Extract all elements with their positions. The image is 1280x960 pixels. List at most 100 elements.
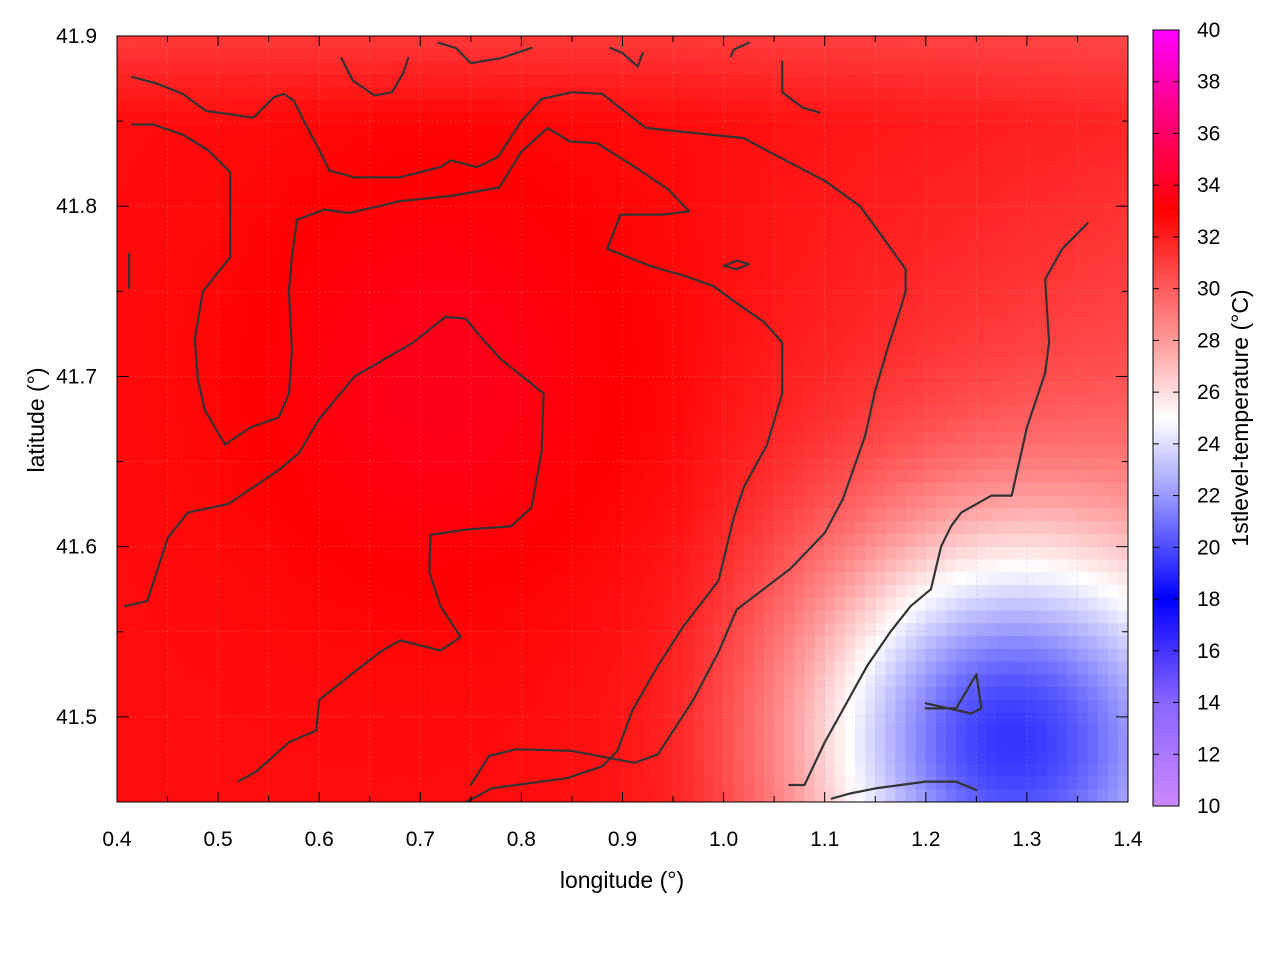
heatmap-cell bbox=[925, 750, 937, 765]
heatmap-cell bbox=[309, 699, 320, 714]
heatmap-cell bbox=[187, 597, 199, 612]
heatmap-cell bbox=[875, 763, 886, 778]
heatmap-cell bbox=[207, 278, 219, 292]
heatmap-cell bbox=[764, 74, 775, 88]
heatmap-cell bbox=[501, 380, 512, 395]
heatmap-cell bbox=[147, 648, 159, 663]
heatmap-cell bbox=[713, 687, 725, 701]
heatmap-cell bbox=[319, 597, 330, 612]
heatmap-cell bbox=[248, 521, 260, 535]
heatmap-cell bbox=[824, 87, 836, 101]
heatmap-cell bbox=[177, 661, 189, 675]
heatmap-cell bbox=[117, 253, 128, 267]
heatmap-cell bbox=[582, 316, 593, 331]
heatmap-cell bbox=[127, 750, 138, 765]
heatmap-cell bbox=[197, 584, 209, 599]
heatmap-cell bbox=[784, 431, 795, 446]
heatmap-cell bbox=[561, 559, 573, 573]
heatmap-cell bbox=[278, 150, 290, 165]
heatmap-cell bbox=[339, 712, 351, 726]
heatmap-cell bbox=[571, 99, 583, 114]
heatmap-cell bbox=[137, 355, 148, 369]
heatmap-cell bbox=[551, 712, 563, 726]
heatmap-cell bbox=[309, 406, 320, 420]
heatmap-cell bbox=[470, 278, 482, 292]
heatmap-cell bbox=[147, 265, 159, 280]
heatmap-cell bbox=[774, 584, 785, 599]
heatmap-cell bbox=[137, 763, 148, 778]
heatmap-cell bbox=[379, 482, 391, 497]
heatmap-cell bbox=[642, 367, 654, 382]
heatmap-cell bbox=[935, 610, 947, 624]
heatmap-cell bbox=[632, 572, 644, 586]
heatmap-cell bbox=[389, 253, 401, 267]
heatmap-cell bbox=[410, 725, 421, 739]
heatmap-cell bbox=[369, 393, 381, 407]
heatmap-cell bbox=[389, 738, 401, 752]
heatmap-cell bbox=[197, 597, 209, 612]
heatmap-cell bbox=[187, 291, 199, 305]
heatmap-cell bbox=[501, 393, 512, 407]
heatmap-cell bbox=[652, 278, 664, 292]
heatmap-cell bbox=[157, 623, 169, 637]
heatmap-cell bbox=[147, 291, 159, 305]
heatmap-cell bbox=[258, 355, 270, 369]
heatmap-cell bbox=[410, 112, 421, 126]
heatmap-cell bbox=[238, 444, 250, 458]
heatmap-cell bbox=[582, 329, 593, 343]
heatmap-cell bbox=[511, 546, 522, 561]
heatmap-cell bbox=[400, 559, 411, 573]
heatmap-cell bbox=[602, 636, 613, 650]
heatmap-cell bbox=[713, 278, 725, 292]
heatmap-cell bbox=[865, 521, 876, 535]
heatmap-cell bbox=[844, 789, 856, 802]
heatmap-cell bbox=[501, 750, 512, 765]
heatmap-cell bbox=[865, 776, 876, 790]
heatmap-cell bbox=[561, 470, 573, 484]
heatmap-cell bbox=[602, 278, 613, 292]
heatmap-cell bbox=[218, 329, 229, 343]
heatmap-cell bbox=[693, 393, 704, 407]
heatmap-cell bbox=[824, 648, 836, 663]
heatmap-cell bbox=[541, 214, 553, 229]
heatmap-cell bbox=[925, 738, 937, 752]
heatmap-cell bbox=[541, 738, 553, 752]
heatmap-cell bbox=[885, 584, 897, 599]
heatmap-cell bbox=[309, 138, 320, 152]
heatmap-cell bbox=[642, 87, 654, 101]
heatmap-cell bbox=[642, 36, 654, 50]
heatmap-cell bbox=[127, 584, 138, 599]
heatmap-cell bbox=[389, 584, 401, 599]
heatmap-cell bbox=[238, 74, 250, 88]
heatmap-cell bbox=[784, 304, 795, 318]
heatmap-cell bbox=[571, 482, 583, 497]
heatmap-cell bbox=[915, 163, 927, 178]
heatmap-cell bbox=[309, 674, 320, 688]
heatmap-cell bbox=[541, 189, 553, 203]
heatmap-cell bbox=[814, 48, 826, 63]
heatmap-cell bbox=[895, 457, 907, 471]
heatmap-cell bbox=[521, 367, 533, 382]
heatmap-cell bbox=[804, 329, 816, 343]
heatmap-cell bbox=[551, 763, 563, 778]
heatmap-cell bbox=[905, 253, 917, 267]
heatmap-cell bbox=[268, 253, 280, 267]
heatmap-cell bbox=[379, 495, 391, 509]
heatmap-cell bbox=[127, 457, 138, 471]
heatmap-cell bbox=[369, 521, 381, 535]
heatmap-cell bbox=[753, 712, 765, 726]
heatmap-cell bbox=[703, 674, 715, 688]
heatmap-cell bbox=[248, 559, 260, 573]
heatmap-cell bbox=[915, 457, 927, 471]
heatmap-cell bbox=[561, 584, 573, 599]
heatmap-cell bbox=[440, 125, 452, 139]
heatmap-cell bbox=[571, 750, 583, 765]
heatmap-cell bbox=[834, 189, 846, 203]
heatmap-cell bbox=[187, 112, 199, 126]
heatmap-cell bbox=[693, 189, 704, 203]
heatmap-cell bbox=[430, 750, 442, 765]
heatmap-cell bbox=[774, 495, 785, 509]
heatmap-cell bbox=[774, 176, 785, 190]
heatmap-cell bbox=[784, 201, 795, 216]
heatmap-cell bbox=[147, 482, 159, 497]
